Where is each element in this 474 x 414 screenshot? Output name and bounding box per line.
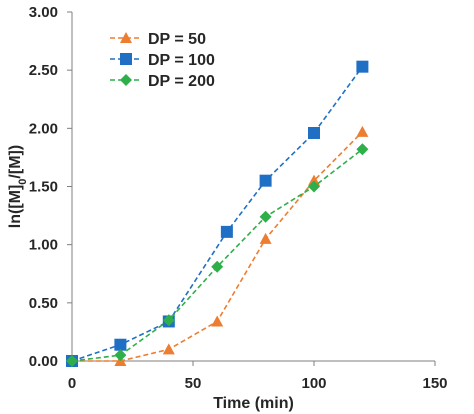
x-tick-label: 50 — [185, 375, 202, 392]
x-tick-label: 150 — [422, 375, 447, 392]
series-line-3 — [71, 148, 363, 362]
x-axis-title: Time (min) — [213, 395, 294, 412]
data-point-series-2 — [356, 60, 369, 73]
data-point-series-3 — [211, 260, 224, 273]
y-tick-label: 0.00 — [29, 353, 58, 370]
data-point-series-2 — [114, 338, 127, 351]
data-point-series-3 — [66, 355, 78, 367]
data-point-series-3 — [259, 210, 272, 223]
data-point-series-1 — [308, 174, 320, 186]
y-tick-label: 0.50 — [29, 295, 58, 312]
y-tick-label: 2.50 — [29, 62, 58, 79]
x-tick-label: 100 — [301, 375, 326, 392]
data-point-series-3 — [162, 314, 175, 327]
data-point-series-2 — [308, 126, 320, 139]
legend-marker-2 — [120, 53, 132, 65]
legend-label-3: DP = 200 — [148, 73, 215, 90]
y-tick-label: 2.00 — [29, 120, 58, 137]
data-point-series-1 — [259, 232, 272, 244]
plot-area: 0.00 0.50 1.00 1.50 2.00 2.50 3.00 0 50 100 150 — [29, 4, 448, 392]
data-point-series-1 — [162, 343, 175, 355]
legend-marker-1 — [120, 32, 132, 43]
y-tick-label: 1.50 — [29, 179, 58, 196]
legend-label-2: DP = 100 — [148, 52, 215, 69]
y-tick-label: 3.00 — [29, 4, 58, 21]
data-point-series-3 — [308, 180, 320, 193]
y-axis-title-main: ln([M] — [7, 185, 24, 229]
x-tick-label: 0 — [68, 375, 76, 392]
data-point-series-1 — [211, 315, 224, 327]
y-axis-title-rest: /[M]) — [7, 145, 24, 179]
data-point-series-1 — [356, 125, 369, 137]
legend-marker-3 — [120, 74, 132, 86]
data-point-series-3 — [114, 349, 127, 362]
legend: DP = 50 DP = 100 DP = 200 — [110, 31, 215, 90]
y-axis-title: ln([M]0/[M]) — [7, 145, 29, 228]
data-point-series-2 — [220, 225, 233, 238]
y-tick-label: 1.00 — [29, 237, 58, 254]
data-point-series-3 — [356, 143, 369, 156]
data-point-series-2 — [259, 174, 272, 187]
legend-label-1: DP = 50 — [148, 31, 206, 48]
y-axis-title-subscript: 0 — [17, 179, 29, 185]
